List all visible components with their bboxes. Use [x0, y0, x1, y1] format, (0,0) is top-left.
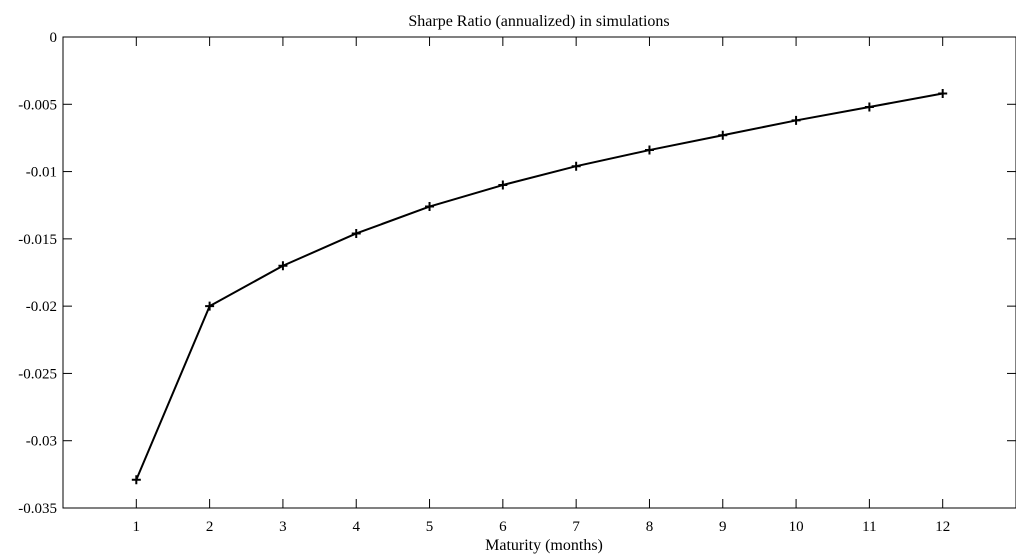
- x-tick-label: 2: [206, 519, 214, 535]
- data-point-marker: [351, 228, 361, 238]
- data-point-marker: [571, 161, 581, 171]
- x-axis-label: Maturity (months): [485, 537, 603, 554]
- x-tick-label: 10: [789, 519, 804, 535]
- chart-title: Sharpe Ratio (annualized) in simulations: [408, 13, 669, 30]
- data-point-marker: [278, 261, 288, 271]
- x-axis-ticks: 1 2 3 4 5 6 7 8 9 10 11 12: [133, 37, 950, 535]
- x-tick-label: 8: [646, 519, 654, 535]
- x-tick-label: 5: [426, 519, 434, 535]
- data-point-marker: [718, 130, 728, 140]
- y-tick-label: -0.025: [18, 366, 57, 382]
- x-tick-label: 1: [133, 519, 141, 535]
- data-point-marker: [131, 475, 141, 485]
- series-line: [135, 92, 943, 481]
- y-tick-label: 0: [50, 30, 58, 46]
- data-point-marker: [498, 180, 508, 190]
- x-tick-label: 12: [935, 519, 950, 535]
- data-point-marker: [644, 145, 654, 155]
- x-tick-label: 4: [352, 519, 360, 535]
- data-point-marker: [864, 102, 874, 112]
- plot-area-frame: [62, 36, 1016, 509]
- x-tick-label: 6: [499, 519, 507, 535]
- y-tick-label: -0.005: [18, 97, 57, 113]
- x-tick-label: 3: [279, 519, 287, 535]
- series-layer: [131, 89, 948, 485]
- x-tick-label: 9: [719, 519, 727, 535]
- y-axis-ticks: 0 -0.005 -0.01 -0.015 -0.02 -0.025 -0.03 -0.035: [18, 30, 1016, 517]
- y-tick-label: -0.035: [18, 501, 57, 517]
- data-point-marker: [791, 115, 801, 125]
- y-tick-label: -0.01: [26, 165, 57, 181]
- x-tick-label: 7: [572, 519, 580, 535]
- y-tick-label: -0.015: [18, 232, 57, 248]
- data-point-marker: [425, 202, 435, 212]
- x-tick-label: 11: [862, 519, 876, 535]
- y-tick-label: -0.03: [26, 434, 57, 450]
- data-point-marker: [205, 301, 215, 311]
- y-tick-label: -0.02: [26, 299, 57, 315]
- data-point-marker: [938, 89, 948, 99]
